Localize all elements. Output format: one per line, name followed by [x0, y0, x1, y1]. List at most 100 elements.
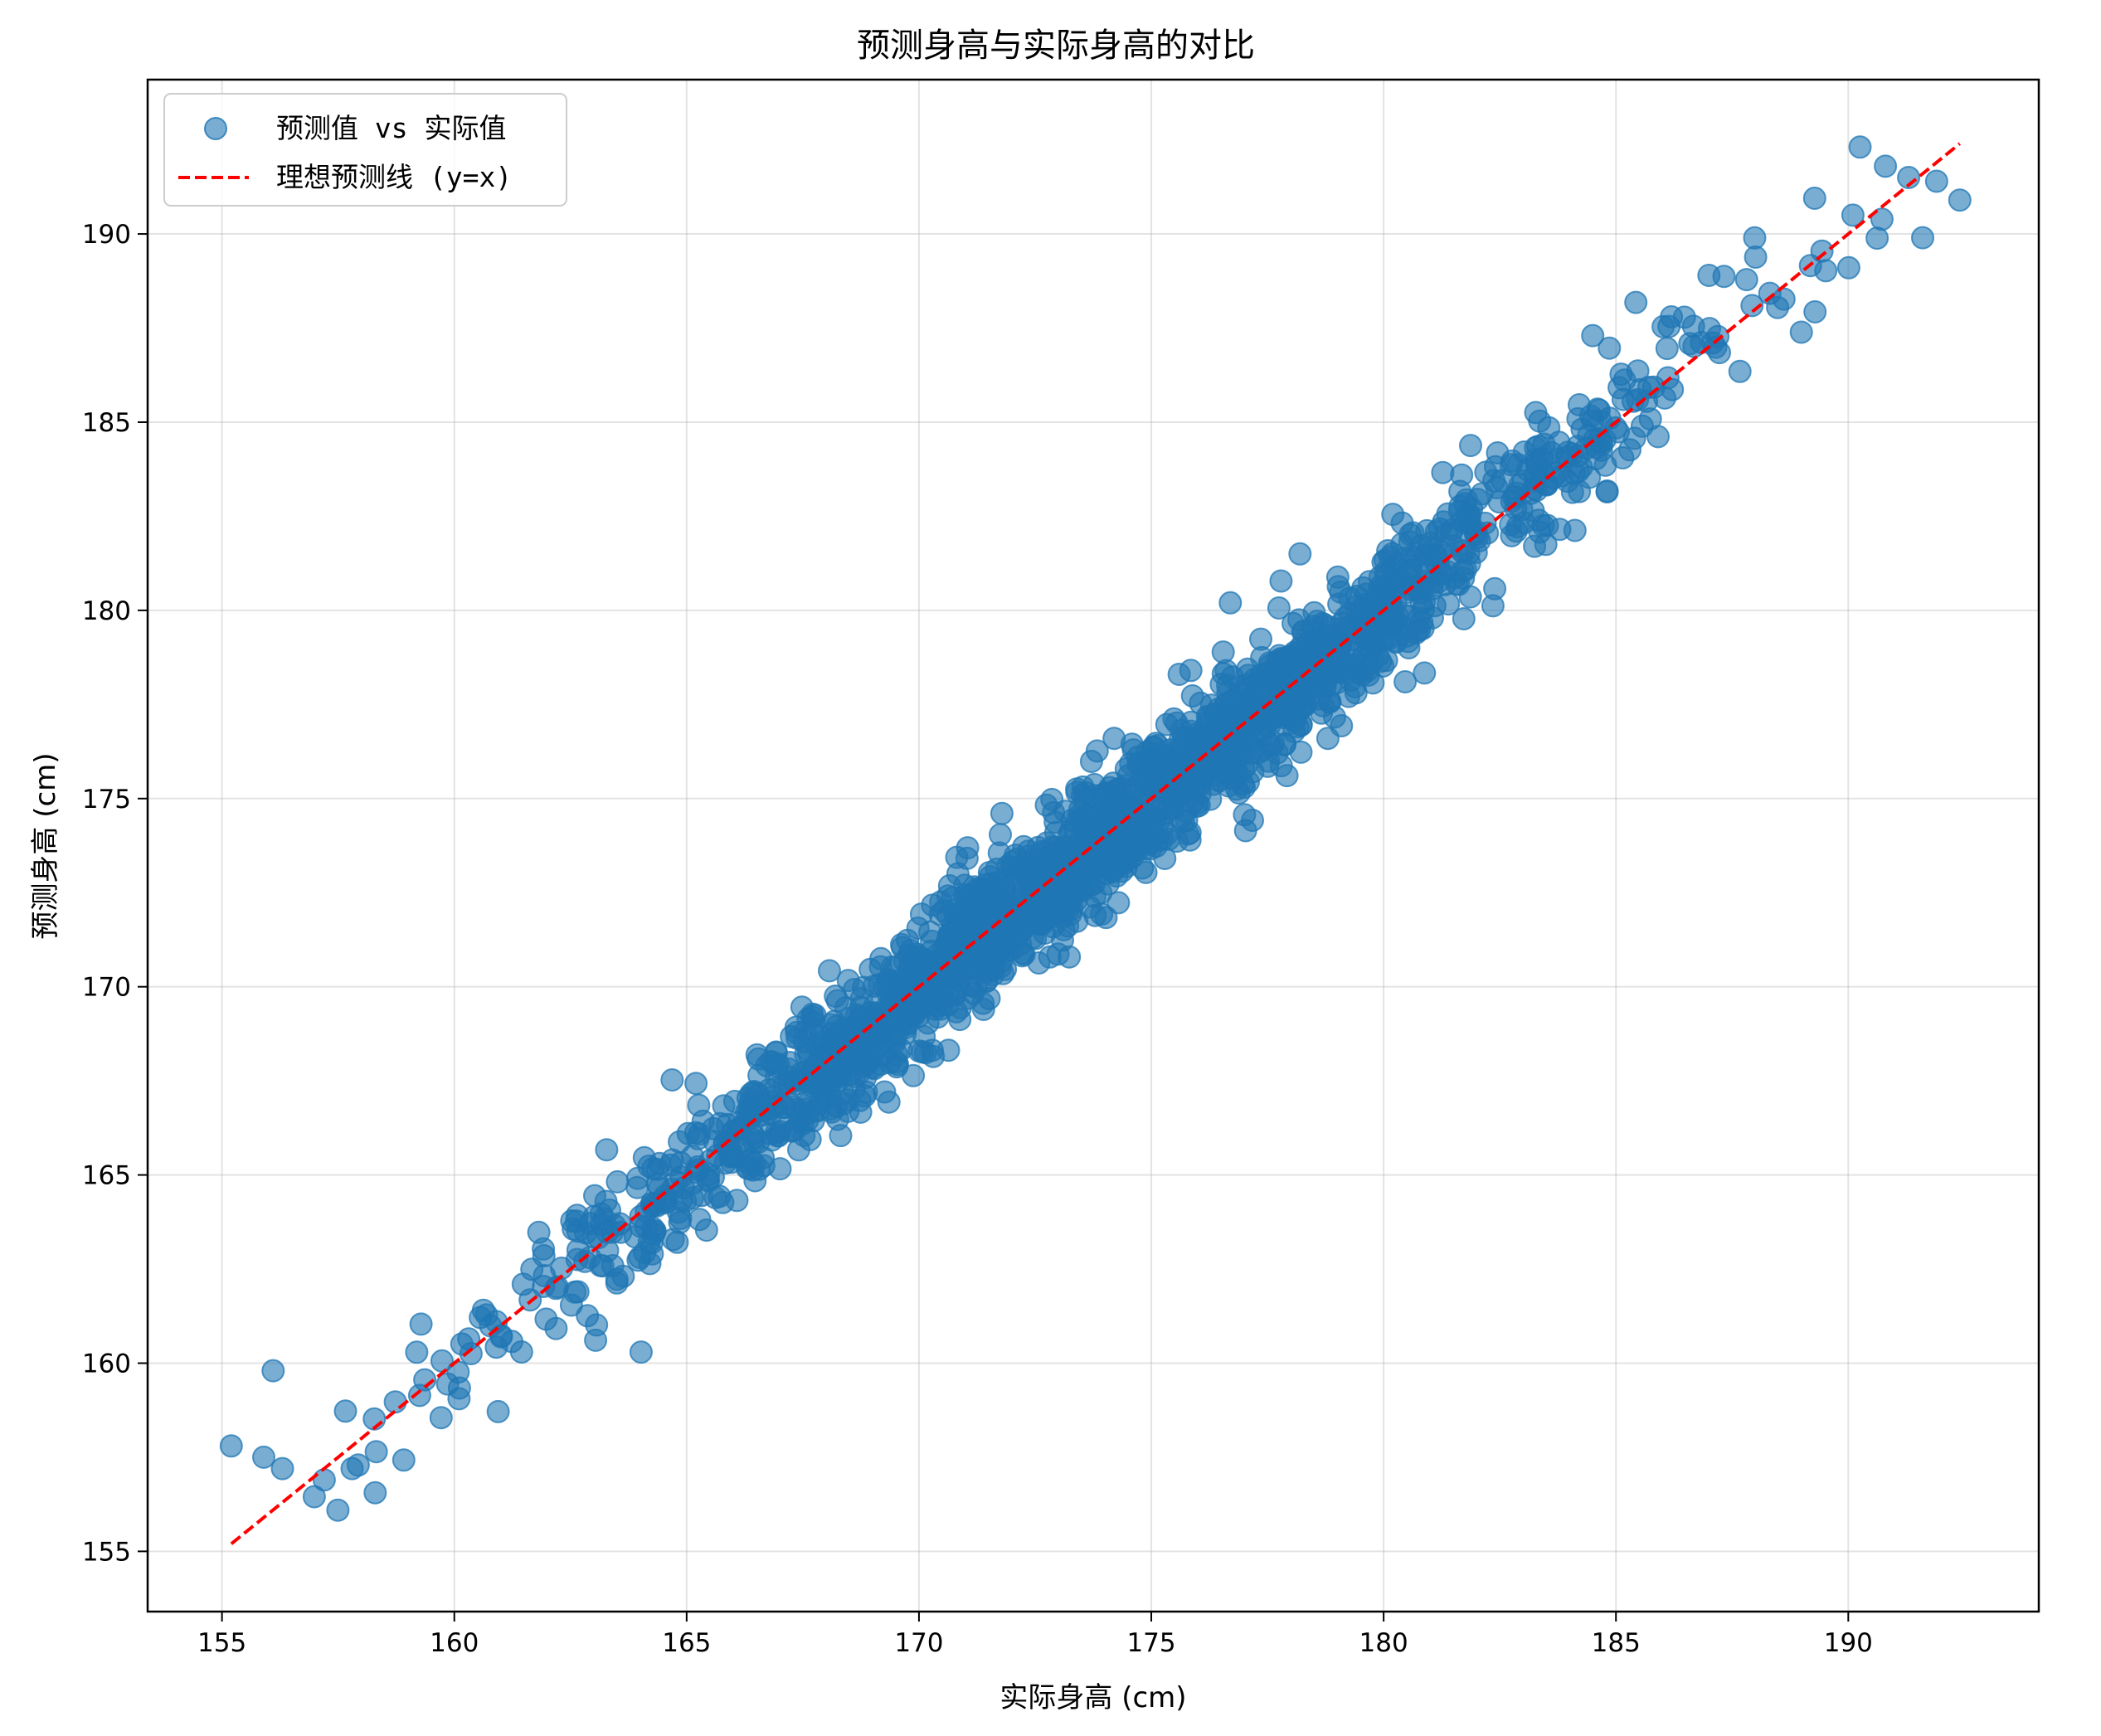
x-tick-label: 165: [662, 1628, 711, 1658]
scatter-point: [902, 1063, 926, 1087]
scatter-point: [1267, 644, 1291, 668]
scatter-point: [312, 1468, 336, 1492]
scatter-point: [1316, 727, 1340, 751]
scatter-point: [1772, 287, 1796, 311]
scatter-point: [1728, 359, 1752, 383]
scatter-point: [1176, 822, 1200, 846]
scatter-point: [471, 1298, 495, 1322]
grid: [148, 80, 2039, 1612]
scatter-point: [1045, 841, 1069, 865]
scatter-point: [1560, 442, 1584, 466]
scatter-point: [1581, 323, 1605, 348]
scatter-point: [219, 1434, 243, 1458]
scatter-point: [1381, 503, 1405, 527]
scatter-point: [1162, 707, 1186, 731]
scatter-point: [364, 1440, 388, 1464]
scatter-point: [1337, 684, 1360, 708]
scatter-point: [429, 1406, 453, 1430]
scatter-point: [1499, 513, 1523, 537]
scatter-point: [992, 931, 1016, 955]
scatter-point: [270, 1456, 294, 1481]
legend: 预测值 vs 实际值 理想预测线 (y=x): [163, 93, 567, 207]
scatter-point: [1624, 290, 1648, 314]
scatter-point: [635, 1199, 659, 1223]
scatter-point: [1803, 300, 1827, 323]
scatter-point: [1532, 432, 1556, 456]
scatter-point: [1114, 774, 1138, 798]
scatter-point: [591, 1254, 615, 1278]
scatter-point: [1289, 712, 1313, 737]
scatter-point: [818, 959, 841, 983]
scatter-point: [1911, 226, 1934, 250]
scatter-point: [986, 881, 1009, 905]
scatter-point: [1413, 661, 1437, 685]
scatter-point: [1316, 624, 1340, 648]
scatter-point: [1250, 708, 1274, 732]
scatter-point: [1374, 548, 1397, 572]
scatter-point: [1410, 552, 1434, 576]
scatter-point: [1184, 760, 1208, 784]
scatter-point: [946, 862, 970, 886]
scatter-point: [1560, 480, 1584, 504]
scatter-point: [392, 1448, 416, 1472]
scatter-point: [868, 1053, 892, 1077]
scatter-point: [1638, 407, 1662, 431]
scatter-point: [1458, 585, 1482, 609]
scatter-point: [1874, 154, 1898, 178]
scatter-point: [413, 1368, 437, 1392]
scatter-point: [1209, 758, 1233, 782]
scatter-point: [1802, 187, 1826, 210]
plot-frame: [146, 78, 2040, 1613]
scatter-point: [996, 854, 1020, 878]
scatter-point: [1313, 674, 1337, 698]
scatter-point: [720, 1131, 743, 1155]
scatter-point: [665, 1230, 689, 1254]
scatter-point: [873, 1080, 897, 1104]
scatter-point: [457, 1327, 481, 1351]
scatter-point: [520, 1257, 544, 1281]
scatter-point: [585, 1313, 609, 1337]
scatter-point: [1948, 188, 1972, 212]
scatter-point: [509, 1340, 533, 1364]
scatter-point: [1148, 742, 1171, 766]
scatter-point: [1865, 226, 1889, 250]
scatter-point: [608, 1212, 632, 1236]
scatter-point: [1655, 337, 1679, 361]
scatter-point: [595, 1138, 619, 1162]
scatter-point: [907, 1039, 931, 1063]
x-tick-label: 180: [1359, 1628, 1408, 1658]
scatter-point: [1170, 775, 1194, 799]
scatter-point: [1058, 945, 1082, 969]
scatter-point: [926, 965, 950, 990]
scatter-point: [1528, 520, 1552, 544]
scatter-point: [638, 1252, 662, 1276]
scatter-point: [1595, 480, 1619, 503]
scatter-point: [566, 1280, 590, 1304]
scatter-point: [1589, 410, 1612, 433]
scatter-point: [252, 1445, 275, 1469]
scatter-point: [745, 1043, 769, 1067]
scatter-point: [261, 1359, 285, 1383]
scatter-point: [1454, 488, 1478, 512]
scatter-point: [901, 946, 925, 970]
ideal-prediction-line: [230, 142, 1962, 1545]
scatter-point: [1426, 571, 1450, 594]
x-tick-label: 185: [1592, 1628, 1641, 1658]
y-tick-label: 170: [82, 973, 131, 1003]
scatter-point: [484, 1335, 508, 1359]
scatter-point: [583, 1184, 606, 1208]
scatter-point: [642, 1222, 666, 1246]
scatter-point: [1106, 891, 1131, 915]
scatter-point: [1431, 460, 1455, 484]
scatter-point: [1740, 294, 1764, 318]
x-tick-label: 175: [1126, 1628, 1175, 1658]
scatter-point: [1138, 774, 1162, 798]
scatter-point: [1533, 472, 1557, 496]
scatter-point: [975, 970, 999, 994]
x-tick-label: 190: [1824, 1628, 1873, 1658]
scatter-point: [1409, 591, 1433, 615]
scatter-point: [1042, 800, 1066, 824]
scatter-point: [1690, 331, 1714, 354]
scatter-point: [1924, 169, 1948, 193]
